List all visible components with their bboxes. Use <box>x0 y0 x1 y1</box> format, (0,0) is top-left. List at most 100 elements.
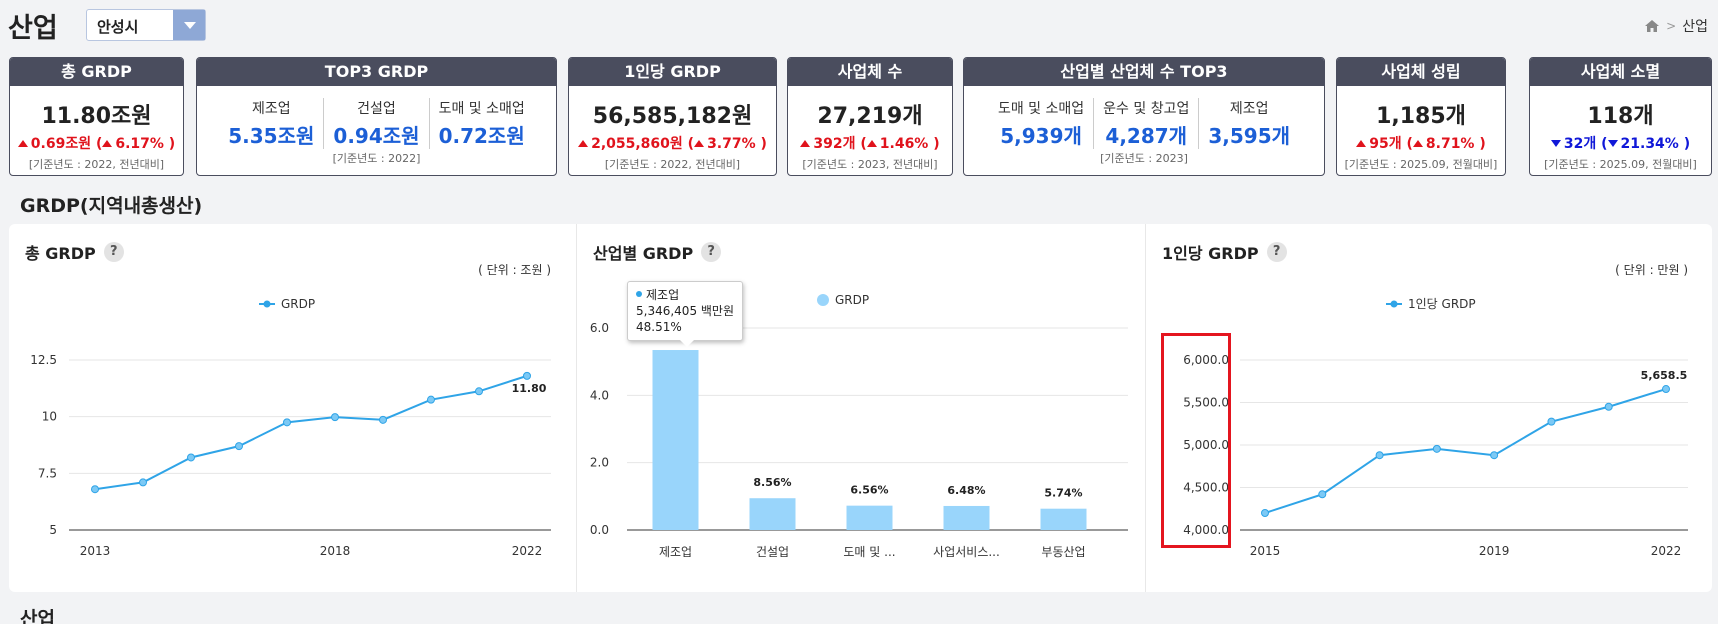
data-label: 8.56% <box>753 476 791 489</box>
kpi-note: [기준년도 : 2023, 전년대비] <box>802 158 938 171</box>
triangle-up-icon <box>578 140 589 147</box>
kpi-card-title: 산업별 산업체 수 TOP3 <box>964 58 1324 86</box>
data-point <box>427 395 435 404</box>
legend-marker <box>817 294 829 306</box>
kpi-note: [기준년도 : 2022, 전년대비] <box>28 158 165 171</box>
y-tick-label: 4,000.0 <box>1183 523 1229 537</box>
top3-item: 도매 및 소매업 0.72조원 <box>428 98 534 149</box>
data-point <box>1662 385 1670 394</box>
triangle-up-icon <box>17 140 28 147</box>
region-select-value: 안성시 <box>97 18 139 36</box>
kpi-change: 392개 (1.46% ) <box>788 133 952 153</box>
x-tick-label: 도매 및 ... <box>843 545 895 559</box>
help-icon[interactable]: ? <box>103 242 124 262</box>
kpi-card-title: 사업체 소멸 <box>1530 58 1711 86</box>
data-point <box>379 415 387 424</box>
x-tick-label: 제조업 <box>659 545 692 559</box>
chart-per-capita-grdp: ( 단위 : 만원 ) 1인당 GRDP 6,000.0 5,500.0 5,000.0… <box>1183 263 1688 558</box>
breadcrumb: > 산업 <box>1644 16 1708 36</box>
data-point <box>1547 417 1556 426</box>
kpi-change: 2,055,860원 (3.77% ) <box>569 133 776 153</box>
breadcrumb-current[interactable]: 산업 <box>1682 19 1708 35</box>
section-title-grdp: GRDP(지역내총생산) <box>20 195 203 217</box>
top3-item: 운수 및 창고업 4,287개 <box>1093 98 1198 149</box>
data-point <box>523 371 531 380</box>
x-tick-label: 사업서비스... <box>933 545 1000 559</box>
kpi-card-title: 총 GRDP <box>10 58 183 86</box>
y-tick-label: 0.0 <box>590 523 609 537</box>
x-tick-label: 부동산업 <box>1041 545 1085 559</box>
bar <box>749 498 796 530</box>
triangle-up-icon <box>102 140 113 147</box>
legend-label: 1인당 GRDP <box>1408 297 1476 311</box>
kpi-card-total-grdp: 총 GRDP 11.80조원 0.69조원 (6.17% ) [기준년도 : 2… <box>9 57 184 176</box>
chart-title: 총 GRDP? <box>25 240 124 264</box>
kpi-card-title: 사업체 수 <box>788 58 952 86</box>
chart-tooltip: 제조업 5,346,405 백만원 48.51% <box>627 281 743 347</box>
x-tick-label: 2019 <box>1479 544 1510 558</box>
chart-total-grdp: ( 단위 : 조원 ) GRDP 12.5 10 7.5 5 2013 2018 2022 11.… <box>30 263 551 558</box>
data-point <box>91 485 99 494</box>
kpi-card-business-open: 사업체 성립 1,185개 95개 (8.71% ) [기준년도 : 2025.… <box>1336 57 1506 176</box>
chevron-down-icon[interactable] <box>173 10 205 40</box>
triangle-down-icon <box>1607 140 1618 147</box>
data-point <box>1261 509 1269 517</box>
bar <box>846 505 893 530</box>
data-point <box>475 387 483 396</box>
page-title: 산업 <box>8 13 58 44</box>
y-tick-label: 5,500.0 <box>1183 396 1229 410</box>
bar <box>652 350 699 530</box>
kpi-note: [기준년도 : 2025.09, 전월대비] <box>1544 158 1697 171</box>
help-icon[interactable]: ? <box>1266 242 1287 262</box>
top3-item: 제조업 3,595개 <box>1198 98 1299 149</box>
kpi-card-business-count: 사업체 수 27,219개 392개 (1.46% ) [기준년도 : 2023… <box>787 57 953 176</box>
x-tick-label: 2013 <box>80 544 111 558</box>
top3-item: 제조업 5.35조원 <box>228 101 315 148</box>
top3-item: 도매 및 소매업 5,939개 <box>997 101 1085 148</box>
kpi-value: 27,219개 <box>817 104 923 129</box>
divider <box>576 224 577 592</box>
y-tick-label: 6.0 <box>590 321 609 335</box>
chart-title: 1인당 GRDP? <box>1162 240 1287 264</box>
x-tick-label: 건설업 <box>756 545 789 559</box>
y-tick-label: 10 <box>42 410 57 424</box>
chart-title: 산업별 GRDP? <box>593 240 722 264</box>
x-tick-label: 2015 <box>1250 544 1281 558</box>
kpi-value: 118개 <box>1587 104 1654 129</box>
legend-label: GRDP <box>281 297 315 311</box>
y-tick-label: 5 <box>49 523 57 537</box>
chart-unit: ( 단위 : 조원 ) <box>478 263 551 277</box>
x-tick-label: 2018 <box>320 544 351 558</box>
chart-unit: ( 단위 : 만원 ) <box>1615 263 1688 277</box>
triangle-up-icon <box>866 140 877 147</box>
chart-pane-total-grdp: 총 GRDP? ( 단위 : 조원 ) GRDP 12.5 10 7.5 5 2013 201… <box>9 224 576 592</box>
kpi-change: 95개 (8.71% ) <box>1337 133 1505 153</box>
x-tick-label: 2022 <box>1651 544 1682 558</box>
data-point <box>1490 451 1499 460</box>
chart-industry-grdp: GRDP 6.0 4.0 2.0 0.0 제조업 건설업 8.56% 도매 및 ... 6.56%… <box>590 293 1128 559</box>
tooltip-value: 5,346,405 백만원 <box>636 304 735 318</box>
data-point <box>283 418 291 427</box>
legend-marker <box>1390 300 1398 308</box>
kpi-card-top3-business: 산업별 산업체 수 TOP3 도매 및 소매업 5,939개 운수 및 창고업 4,… <box>963 57 1325 176</box>
data-label: 6.48% <box>947 484 985 497</box>
top3-item: 건설업 0.94조원 <box>323 98 428 149</box>
kpi-note: [기준년도 : 2025.09, 전월대비] <box>1344 158 1498 171</box>
triangle-up-icon <box>694 140 705 147</box>
home-icon[interactable] <box>1644 19 1660 33</box>
chart-pane-per-capita-grdp: 1인당 GRDP? ( 단위 : 만원 ) 1인당 GRDP 6,000.0 5,50… <box>1146 224 1712 592</box>
kpi-card-title: 사업체 성립 <box>1337 58 1505 86</box>
kpi-card-business-close: 사업체 소멸 118개 32개 (21.34% ) [기준년도 : 2025.0… <box>1529 57 1712 176</box>
data-point <box>331 413 339 422</box>
y-tick-label: 2.0 <box>590 456 609 470</box>
help-icon[interactable]: ? <box>701 242 722 262</box>
kpi-card-top3-grdp: TOP3 GRDP 제조업 5.35조원 건설업 0.94조원 도매 및 소매업 0.… <box>196 57 557 176</box>
y-tick-label: 5,000.0 <box>1183 438 1229 452</box>
top3-list: 도매 및 소매업 5,939개 운수 및 창고업 4,287개 제조업 3,595개 <box>964 98 1324 149</box>
highlight-box <box>1161 333 1231 548</box>
data-label: 5.74% <box>1044 487 1082 500</box>
tooltip-pct: 48.51% <box>636 320 682 334</box>
region-select[interactable]: 안성시 <box>86 9 206 41</box>
data-label: 6.56% <box>850 484 888 497</box>
kpi-card-title: TOP3 GRDP <box>197 58 556 86</box>
